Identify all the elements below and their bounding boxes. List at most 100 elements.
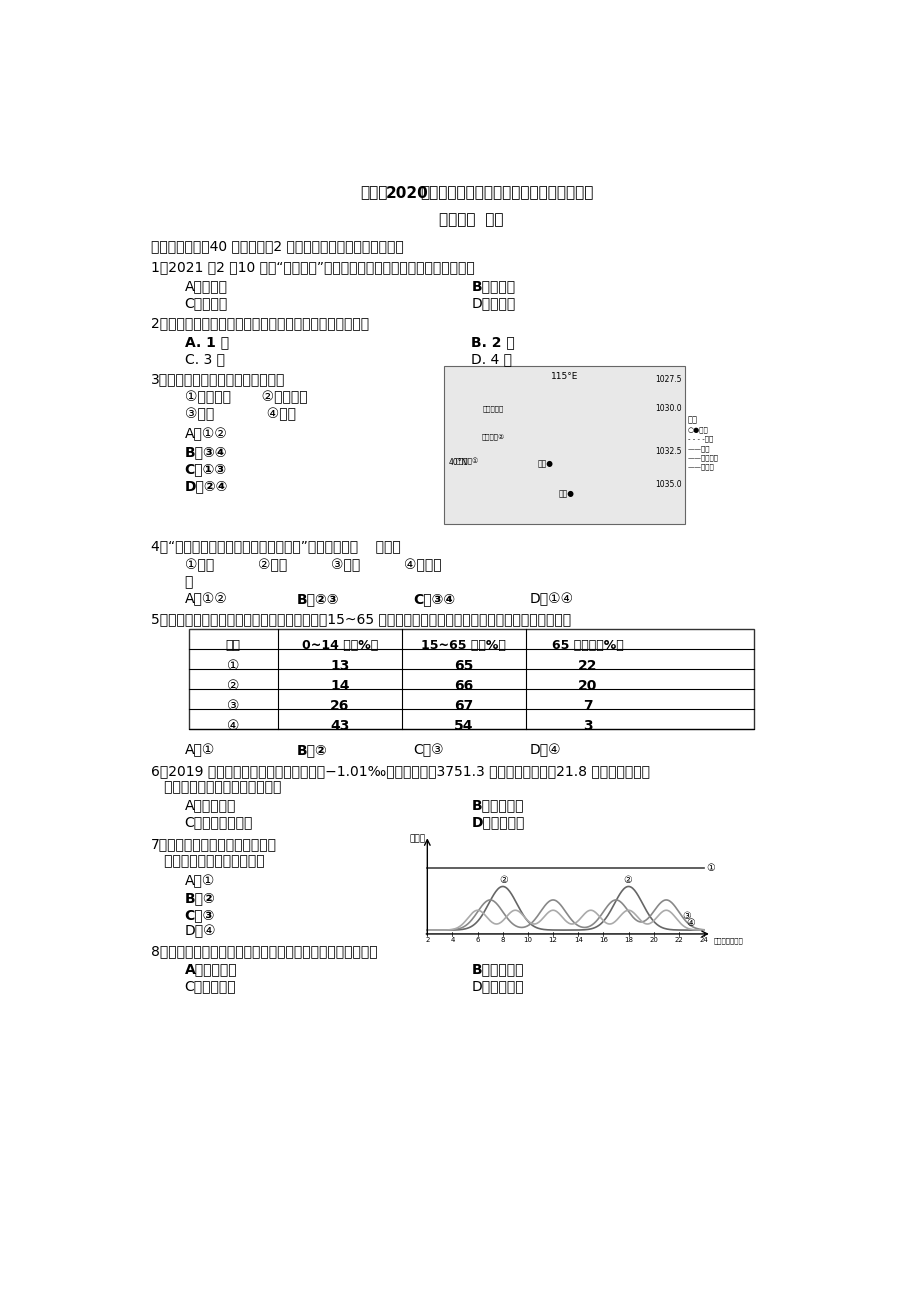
Text: D．人口密度: D．人口密度: [471, 979, 524, 993]
Text: C. 3 个: C. 3 个: [185, 353, 224, 367]
Text: ①蘵发          ②降水          ③径流          ④水汽输: ①蘵发 ②降水 ③径流 ④水汽输: [185, 559, 441, 572]
Text: ③北京            ④天津: ③北京 ④天津: [185, 408, 295, 422]
Text: 14: 14: [573, 937, 582, 943]
Text: 26: 26: [330, 699, 349, 713]
Bar: [188, 629, 754, 729]
Text: 乌兰察布②: 乌兰察布②: [481, 434, 505, 440]
Text: D．地月系: D．地月系: [471, 297, 516, 310]
Text: D．④: D．④: [185, 924, 216, 939]
Text: ——等压线: ——等压线: [687, 464, 714, 470]
Text: C．③: C．③: [185, 907, 215, 922]
Text: A．总星系: A．总星系: [185, 280, 228, 293]
Text: 1035.0: 1035.0: [654, 479, 681, 488]
Text: 7: 7: [583, 699, 592, 713]
Text: 65 岁以上（%）: 65 岁以上（%）: [551, 639, 623, 652]
Text: A．①: A．①: [185, 874, 215, 888]
Text: ○●城市: ○●城市: [687, 427, 708, 434]
Text: 8．上海市中心城区与郊区房价差异较大，其主要影响因素是: 8．上海市中心城区与郊区房价差异较大，其主要影响因素是: [151, 944, 377, 958]
Text: 一、选择题（內40 分，每小题2 分，每小题只有一个正确答案）: 一、选择题（內40 分，每小题2 分，每小题只有一个正确答案）: [151, 240, 403, 254]
Text: 22: 22: [674, 937, 683, 943]
Text: 20: 20: [577, 680, 596, 693]
Text: 5．人口抚养比是指非劳动人口数与劳动人口（15~65 岁）数之比。下列四个国家中，人口抚养比最大的是: 5．人口抚养比是指非劳动人口数与劳动人口（15~65 岁）数之比。下列四个国家中…: [151, 612, 570, 626]
Text: ④: ④: [227, 719, 239, 733]
Text: 库蒙达沙地: 库蒙达沙地: [482, 406, 504, 413]
Text: D．②④: D．②④: [185, 479, 228, 493]
Text: A. 1 个: A. 1 个: [185, 336, 229, 350]
Text: B．银河系: B．银河系: [471, 280, 515, 293]
Text: B．②: B．②: [185, 891, 215, 905]
Text: 0~14 岁（%）: 0~14 岁（%）: [301, 639, 378, 652]
Text: 1030.0: 1030.0: [654, 404, 681, 413]
Text: A．土地价格: A．土地价格: [185, 962, 237, 976]
Text: B．死亡率高: B．死亡率高: [471, 798, 524, 812]
Text: 常住人口减少主要是因为，人口: 常住人口减少主要是因为，人口: [151, 780, 280, 794]
Text: 40°N: 40°N: [448, 458, 467, 467]
Text: 国家: 国家: [225, 639, 241, 652]
Text: 54: 54: [453, 719, 473, 733]
Text: C．①③: C．①③: [185, 462, 227, 477]
Text: 65: 65: [454, 659, 473, 673]
Text: 66: 66: [454, 680, 473, 693]
Text: B．②: B．②: [297, 743, 327, 756]
Text: 客流量: 客流量: [409, 833, 425, 842]
Text: D．④: D．④: [529, 743, 561, 756]
Text: ——高速公路: ——高速公路: [687, 454, 718, 461]
Text: 1032.5: 1032.5: [654, 447, 681, 456]
Text: 14: 14: [330, 680, 349, 693]
Text: C．绿化面积: C．绿化面积: [185, 979, 236, 993]
Text: 2．在岩石圈六大板块中，影响我国地表基本面貌的板块有: 2．在岩石圈六大板块中，影响我国地表基本面貌的板块有: [151, 316, 369, 331]
Text: 115°E: 115°E: [550, 372, 577, 381]
Text: 18: 18: [623, 937, 632, 943]
Text: 天津●: 天津●: [559, 488, 574, 497]
Text: 图例: 图例: [687, 415, 697, 424]
Text: 24: 24: [698, 937, 708, 943]
Text: 16: 16: [598, 937, 607, 943]
Bar: [444, 366, 684, 523]
Text: ②: ②: [623, 875, 631, 884]
Text: B．公共设施: B．公共设施: [471, 962, 524, 976]
Text: 北京●: 北京●: [537, 460, 552, 469]
Text: 虹口区: 虹口区: [360, 185, 388, 201]
Text: 7．右图中与表示我国多数大城市: 7．右图中与表示我国多数大城市: [151, 837, 277, 852]
Text: A．①: A．①: [185, 743, 215, 756]
Text: 43: 43: [330, 719, 349, 733]
Text: 67: 67: [454, 699, 473, 713]
Text: 20: 20: [649, 937, 657, 943]
Text: A．出生率低: A．出生率低: [185, 798, 236, 812]
Text: ②: ②: [227, 680, 239, 693]
Text: D．迁出率高: D．迁出率高: [471, 815, 525, 829]
Text: ③: ③: [227, 699, 239, 713]
Text: 6: 6: [475, 937, 480, 943]
Text: 22: 22: [577, 659, 596, 673]
Text: 3．右图四个城市中盛行偏南风的是: 3．右图四个城市中盛行偏南风的是: [151, 372, 285, 387]
Text: 4: 4: [449, 937, 454, 943]
Text: 高二地理  试卷: 高二地理 试卷: [438, 212, 504, 227]
Text: ④: ④: [686, 918, 695, 928]
Text: A．①②: A．①②: [185, 592, 227, 605]
Text: C．太阳系: C．太阳系: [185, 297, 228, 310]
Text: ②: ②: [498, 875, 507, 884]
Text: 3: 3: [583, 719, 592, 733]
Text: ③: ③: [681, 910, 690, 921]
Text: 13: 13: [330, 659, 349, 673]
Text: A．①②: A．①②: [185, 427, 227, 441]
Text: B．②③: B．②③: [297, 592, 339, 605]
Text: C．自然增长率低: C．自然增长率低: [185, 815, 253, 829]
Text: 12: 12: [548, 937, 557, 943]
Text: C．③④: C．③④: [413, 592, 455, 605]
Text: 15~65 岁（%）: 15~65 岁（%）: [421, 639, 505, 652]
Text: 送: 送: [185, 575, 193, 589]
Text: - - - -省界: - - - -省界: [687, 436, 712, 443]
Text: ①呼和浩特       ②乌兰察布: ①呼和浩特 ②乌兰察布: [185, 391, 307, 405]
Text: ——鐵路: ——鐵路: [687, 445, 709, 452]
Text: 8: 8: [500, 937, 505, 943]
Text: 1027.5: 1027.5: [654, 375, 681, 384]
Text: C．③: C．③: [413, 743, 444, 756]
Text: B. 2 个: B. 2 个: [471, 336, 515, 350]
Text: 10: 10: [523, 937, 532, 943]
Text: 呼和浩特①: 呼和浩特①: [456, 458, 479, 465]
Text: 1．2021 年2 月10 日，“天问一号”探测器进入火星轨道。这说明它已经离开: 1．2021 年2 月10 日，“天问一号”探测器进入火星轨道。这说明它已经离开: [151, 260, 474, 275]
Text: 北京时间（时）: 北京时间（时）: [712, 937, 743, 944]
Text: 学年度下学期期中中学生学习能力诊断测试: 学年度下学期期中中学生学习能力诊断测试: [420, 185, 593, 201]
Text: 6．2019 年，黑龙江省人口自然增长率为−1.01‰，常住人口为3751.3 万人，比上年减少21.8 万人。黑龙江省: 6．2019 年，黑龙江省人口自然增长率为−1.01‰，常住人口为3751.3 …: [151, 764, 649, 779]
